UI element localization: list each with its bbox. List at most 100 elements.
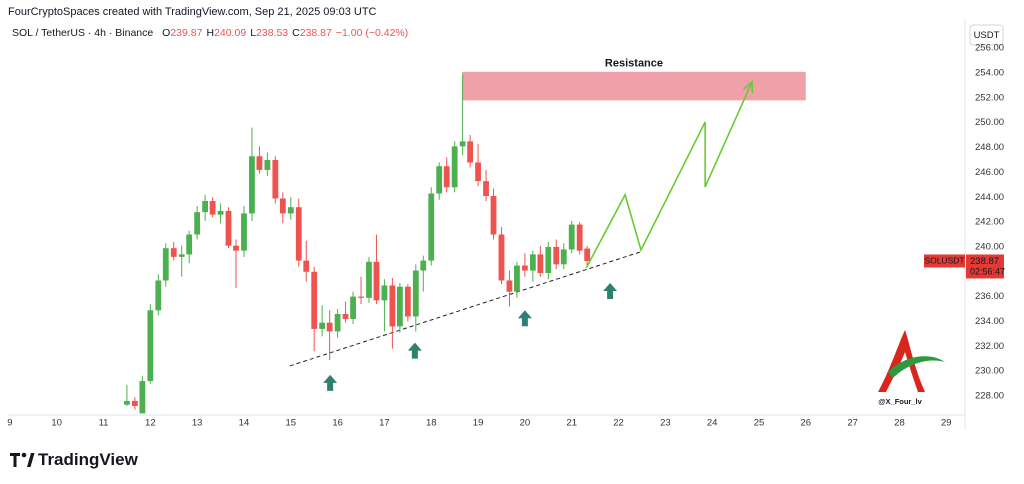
x-tick-label: 18: [426, 418, 437, 429]
candle-body: [568, 224, 575, 250]
price-tag-countdown: 02:56:47: [970, 266, 1005, 276]
signal-arrow: [407, 342, 422, 359]
candle-body: [256, 156, 263, 170]
footer-logo: [10, 452, 35, 467]
candle-body: [545, 246, 552, 274]
legend-symbol: SOL / TetherUS · 4h · Binance: [12, 27, 153, 39]
candle-body: [521, 265, 528, 271]
candle-body: [162, 248, 169, 281]
y-tick-label: 248.00: [975, 142, 1004, 153]
x-tick-label: 25: [754, 418, 765, 429]
candle-body: [506, 280, 513, 292]
candle-body: [233, 245, 239, 251]
candle-body: [334, 314, 341, 332]
price-tag-box: [966, 254, 1004, 279]
y-tick-label: 252.00: [975, 92, 1004, 103]
logo-slash: [27, 453, 35, 467]
header: FourCryptoSpaces created with TradingVie…: [8, 6, 377, 18]
logo-swoosh: [888, 356, 945, 378]
x-tick-label: 24: [707, 418, 718, 429]
signal-arrow: [517, 310, 532, 327]
x-tick-label: 19: [473, 418, 484, 429]
y-tick-label: 234.00: [975, 316, 1004, 327]
price-tag-value: 238.87: [970, 256, 999, 267]
y-tick-label: 244.00: [975, 192, 1004, 203]
candle-body: [241, 213, 247, 251]
candle-body: [389, 285, 396, 327]
candle-body: [373, 261, 380, 301]
legend-label: H: [206, 27, 214, 39]
resistance-zone: [462, 71, 806, 101]
candle-body: [249, 156, 255, 214]
legend-label: L: [250, 27, 256, 39]
candle-body: [428, 193, 435, 261]
logo-dot: [21, 452, 27, 458]
x-tick-label: 28: [894, 418, 905, 429]
legend-value: 238.87: [300, 27, 332, 39]
projection-path: [585, 81, 753, 269]
signal-arrow: [603, 282, 618, 299]
candle-body: [529, 254, 536, 271]
legend-label: C: [292, 27, 300, 39]
legend-value: 238.53: [256, 27, 288, 39]
candle-body: [404, 286, 411, 317]
candle-body: [420, 260, 427, 271]
x-tick-label: 29: [941, 418, 952, 429]
candle-body: [131, 400, 138, 406]
projection-arrowhead: [743, 80, 754, 94]
candle-body: [311, 271, 318, 329]
logo-bar: [10, 453, 20, 467]
candle-body: [295, 207, 302, 261]
candle-body: [279, 198, 286, 214]
candle-body: [194, 212, 201, 235]
footer-brand: TradingView: [38, 450, 139, 469]
y-tick-label: 236.00: [975, 291, 1004, 302]
x-tick-label: 20: [520, 418, 531, 429]
x-tick-label: 26: [801, 418, 812, 429]
price-tag-symbol-box: [924, 254, 965, 268]
candle-body: [436, 166, 443, 194]
x-tick-label: 13: [192, 418, 203, 429]
candle-body: [342, 314, 349, 319]
candle-body: [498, 234, 505, 281]
watermark-text: @X_Four_lv: [878, 397, 922, 406]
resistance-label: Resistance: [605, 58, 663, 70]
candle-body: [584, 248, 591, 261]
x-tick-label: 12: [145, 418, 156, 429]
candle-body: [443, 166, 450, 188]
candle-body: [202, 200, 209, 213]
x-tick-label: 16: [332, 418, 343, 429]
candle-body: [139, 381, 146, 414]
y-tick-label: 232.00: [975, 341, 1004, 352]
candle-body: [225, 210, 232, 246]
candle-body: [483, 181, 489, 197]
candle-body: [459, 141, 466, 147]
candle-body: [576, 224, 583, 251]
candle-body: [350, 296, 356, 319]
x-tick-label: 21: [566, 418, 577, 429]
candle-body: [396, 286, 403, 327]
currency-box[interactable]: [969, 24, 1004, 46]
candle-body: [366, 261, 372, 298]
price-tag-symbol: SOLUSDT: [924, 256, 964, 266]
y-tick-label: 256.00: [975, 43, 1004, 54]
x-tick-label: 14: [239, 418, 250, 429]
candle-body: [326, 322, 333, 332]
currency: USDT: [974, 30, 1000, 41]
candle-body: [124, 400, 130, 405]
support-line: [289, 251, 641, 367]
candle-body: [467, 141, 474, 163]
candle-body: [537, 254, 544, 274]
watermark-logo: @X_Four_lv: [878, 330, 945, 406]
candle-body: [147, 310, 154, 382]
legend-label: O: [162, 27, 170, 39]
candle-body: [358, 296, 364, 298]
y-tick-label: 230.00: [975, 366, 1004, 377]
candle-body: [170, 248, 177, 257]
candle-body: [287, 207, 294, 214]
candle-body: [381, 285, 388, 301]
x-tick-label: 23: [660, 418, 671, 429]
legend-change: −1.00 (−0.42%): [336, 27, 408, 39]
